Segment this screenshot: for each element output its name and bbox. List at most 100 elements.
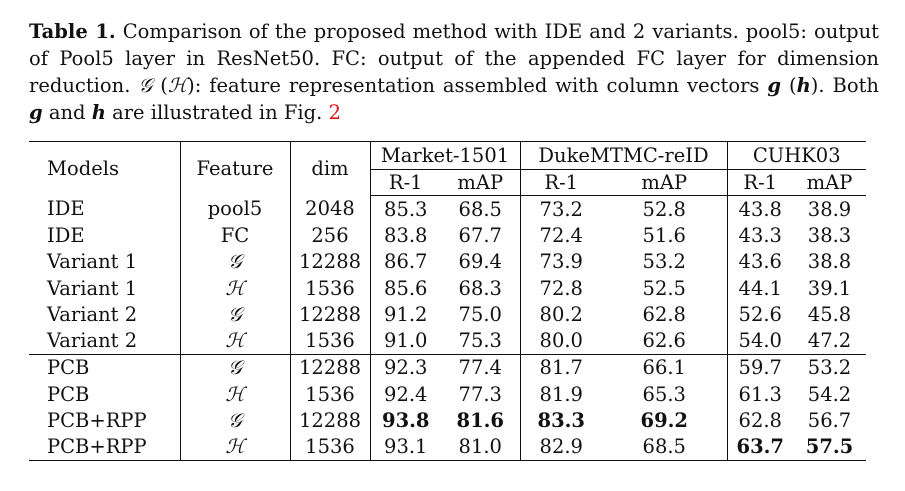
- metric-cell: 92.4: [384, 382, 428, 406]
- table-row: IDE pool5 2048 85.3 68.5 73.2 52.8 43.8 38.9: [29, 195, 866, 223]
- metric-cell: 38.9: [807, 197, 852, 221]
- metric-cell: 43.8: [738, 197, 782, 221]
- metric-cell: 72.8: [539, 276, 583, 300]
- metric-cell: 81.6: [441, 407, 521, 434]
- metric-cell: 57.5: [793, 433, 866, 461]
- metric-cell: 43.3: [738, 223, 782, 247]
- metric-cell: 56.7: [807, 409, 852, 433]
- table-body: IDE pool5 2048 85.3 68.5 73.2 52.8 43.8 38.9 IDE F…: [29, 195, 866, 461]
- metric-cell: 53.2: [793, 353, 866, 382]
- feature-cell: ℋ: [180, 274, 291, 302]
- model-cell: Variant 2: [29, 301, 181, 328]
- metric-cell: 67.7: [441, 222, 521, 249]
- metric-cell: 83.3: [537, 409, 586, 433]
- metric-cell: 38.3: [807, 223, 852, 247]
- metric-cell: 68.3: [441, 274, 521, 302]
- header-dataset: Market-1501: [370, 141, 521, 170]
- table-row: PCB ℋ 1536 92.4 77.3 81.9 65.3 61.3 54.2: [29, 381, 866, 408]
- dim-cell: 1536: [290, 274, 371, 302]
- symbol-h: ℋ: [167, 74, 188, 97]
- dim-cell: 12288: [290, 353, 371, 382]
- metric-cell: 59.7: [727, 353, 793, 382]
- table-caption: Table 1. Comparison of the proposed meth…: [29, 18, 879, 126]
- feature-cell: 𝒢: [180, 407, 291, 434]
- metric-cell: 69.4: [441, 248, 521, 275]
- metric-cell: 68.5: [441, 195, 521, 223]
- metric-cell: 54.2: [807, 382, 852, 406]
- metric-cell: 75.3: [441, 327, 521, 355]
- header-metric: mAP: [602, 169, 728, 196]
- dim-cell: 1536: [290, 433, 371, 461]
- metric-cell: 77.4: [441, 353, 521, 382]
- table-row: Variant 2 𝒢 12288 91.2 75.0 80.2 62.8 52.6 45.8: [29, 301, 866, 328]
- metric-cell: 77.3: [441, 381, 521, 408]
- feature-cell: ℋ: [180, 381, 291, 408]
- metric-cell: 43.6: [738, 250, 782, 274]
- model-cell: PCB+RPP: [29, 407, 181, 434]
- caption-text: are illustrated in Fig.: [105, 101, 329, 124]
- header-metric: mAP: [793, 169, 866, 196]
- dim-cell: 1536: [290, 381, 371, 408]
- metric-cell: 91.0: [384, 329, 428, 353]
- metric-cell: 81.0: [441, 433, 521, 461]
- header-metric: mAP: [441, 169, 521, 196]
- vector-h: h: [91, 101, 106, 124]
- header-feature: Feature: [180, 141, 291, 196]
- model-cell: PCB+RPP: [29, 433, 181, 461]
- header-metric: R-1: [520, 169, 602, 196]
- metric-cell: 93.8: [382, 409, 430, 433]
- metric-cell: 85.6: [384, 276, 428, 300]
- metric-cell: 93.1: [370, 433, 441, 461]
- vector-g: g: [767, 74, 781, 97]
- table-row: PCB+RPP ℋ 1536 93.1 81.0 82.9 68.5 63.7 57.5: [29, 433, 866, 461]
- metric-cell: 62.8: [738, 409, 782, 433]
- metric-cell: 69.2: [602, 407, 728, 434]
- feature-cell: 𝒢: [180, 248, 291, 275]
- table-row: IDE FC 256 83.8 67.7 72.4 51.6 43.3 38.3: [29, 222, 866, 249]
- metric-cell: 66.1: [602, 353, 728, 382]
- table-row: Variant 1 𝒢 12288 86.7 69.4 73.9 53.2 43.6 38.8: [29, 248, 866, 275]
- dim-cell: 12288: [290, 301, 371, 328]
- metric-cell: 63.7: [727, 433, 793, 461]
- metric-cell: 62.8: [602, 301, 728, 328]
- model-cell: IDE: [29, 222, 181, 249]
- header-metric: R-1: [370, 169, 441, 196]
- caption-text: (: [781, 74, 797, 97]
- metric-cell: 75.0: [441, 301, 521, 328]
- vector-h: h: [796, 74, 811, 97]
- metric-cell: 52.5: [602, 274, 728, 302]
- header-metric: R-1: [727, 169, 793, 196]
- header-models: Models: [29, 141, 181, 196]
- feature-cell: 𝒢: [180, 353, 291, 382]
- vector-g: g: [29, 101, 43, 124]
- metric-cell: 86.7: [384, 250, 428, 274]
- metric-cell: 45.8: [807, 302, 852, 326]
- table-row: Variant 1 ℋ 1536 85.6 68.3 72.8 52.5 44.1 39.1: [29, 274, 866, 302]
- caption-text: (: [152, 74, 168, 97]
- model-cell: PCB: [29, 353, 181, 382]
- model-cell: PCB: [29, 381, 181, 408]
- feature-cell: ℋ: [180, 327, 291, 355]
- dim-cell: 256: [290, 222, 371, 249]
- feature-cell: FC: [180, 222, 291, 249]
- feature-cell: ℋ: [180, 433, 291, 461]
- metric-cell: 82.9: [520, 433, 602, 461]
- feature-cell: pool5: [180, 195, 291, 223]
- dim-cell: 12288: [290, 248, 371, 275]
- metric-cell: 62.6: [602, 327, 728, 355]
- metric-cell: 72.4: [539, 223, 583, 247]
- metric-cell: 80.2: [539, 302, 583, 326]
- header-dataset: CUHK03: [727, 141, 866, 170]
- caption-text: ): feature representation assembled with…: [187, 74, 768, 97]
- header-dim: dim: [290, 141, 371, 196]
- table-row: PCB 𝒢 12288 92.3 77.4 81.7 66.1 59.7 53.2: [29, 353, 866, 382]
- figure-reference-link[interactable]: 2: [328, 101, 341, 124]
- model-cell: IDE: [29, 195, 181, 223]
- metric-cell: 80.0: [539, 329, 583, 353]
- table-row: Variant 2 ℋ 1536 91.0 75.3 80.0 62.6 54.0 47.2: [29, 327, 866, 355]
- symbol-g: 𝒢: [138, 74, 153, 97]
- metric-cell: 73.2: [539, 197, 583, 221]
- dim-cell: 12288: [290, 407, 371, 434]
- metric-cell: 38.8: [807, 250, 852, 274]
- metric-cell: 39.1: [807, 276, 852, 300]
